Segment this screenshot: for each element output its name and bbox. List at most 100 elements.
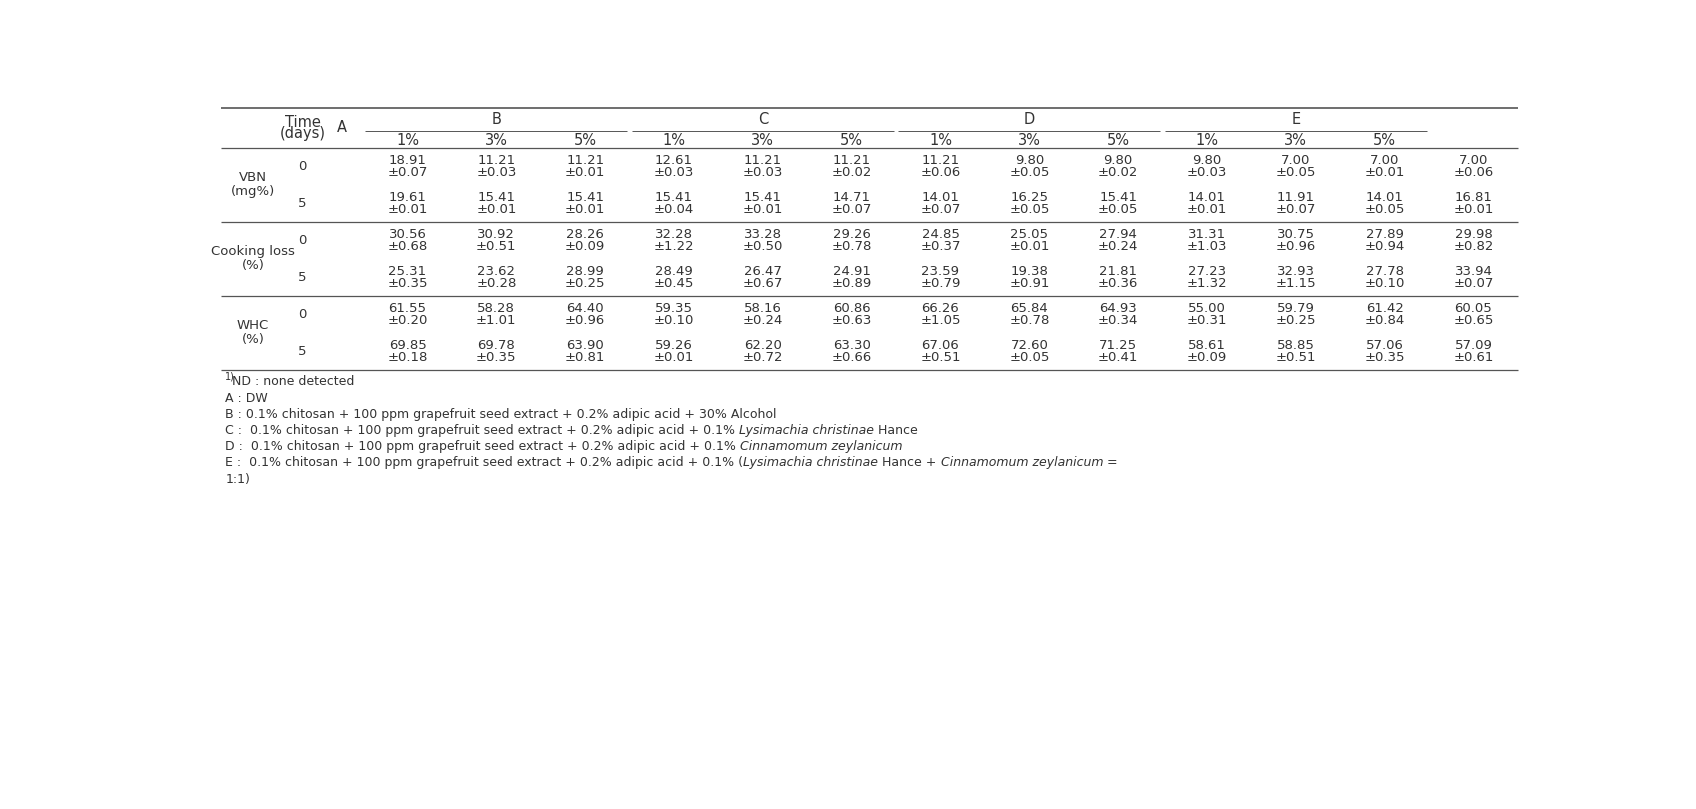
Text: ±0.10: ±0.10 [655,314,694,327]
Text: ±1.15: ±1.15 [1275,277,1316,290]
Text: ±1.03: ±1.03 [1187,240,1228,253]
Text: 16.25: 16.25 [1011,191,1048,204]
Text: 30.92: 30.92 [478,227,516,240]
Text: ±0.07: ±0.07 [1453,277,1494,290]
Text: ±0.78: ±0.78 [1009,314,1050,327]
Text: 57.09: 57.09 [1455,338,1492,352]
Text: ±0.94: ±0.94 [1365,240,1404,253]
Text: (mg%): (mg%) [231,185,275,198]
Text: (%): (%) [241,259,265,272]
Text: 5: 5 [298,197,307,210]
Text: 0: 0 [298,307,307,320]
Text: 60.05: 60.05 [1455,302,1492,315]
Text: ±0.66: ±0.66 [831,351,872,364]
Text: ±0.79: ±0.79 [921,277,960,290]
Text: 23.59: 23.59 [921,265,960,277]
Text: C :  0.1% chitosan + 100 ppm grapefruit seed extract + 0.2% adipic acid + 0.1%: C : 0.1% chitosan + 100 ppm grapefruit s… [226,424,739,437]
Text: ±0.45: ±0.45 [655,277,694,290]
Text: 33.94: 33.94 [1455,265,1492,277]
Text: 15.41: 15.41 [745,191,782,204]
Text: Cooking loss: Cooking loss [210,245,295,258]
Text: 7.00: 7.00 [1459,154,1487,167]
Text: 3%: 3% [485,133,507,148]
Text: 16.81: 16.81 [1455,191,1492,204]
Text: 14.01: 14.01 [921,191,960,204]
Text: ±0.28: ±0.28 [477,277,517,290]
Text: 7.00: 7.00 [1280,154,1311,167]
Text: ±0.01: ±0.01 [1187,203,1228,216]
Text: 63.90: 63.90 [566,338,604,352]
Text: ±0.18: ±0.18 [387,351,427,364]
Text: 29.26: 29.26 [833,227,870,240]
Text: ±0.02: ±0.02 [1097,166,1138,179]
Text: (%): (%) [241,333,265,346]
Text: E :  0.1% chitosan + 100 ppm grapefruit seed extract + 0.2% adipic acid + 0.1% (: E : 0.1% chitosan + 100 ppm grapefruit s… [226,456,743,469]
Text: 30.75: 30.75 [1277,227,1314,240]
Text: 9.80: 9.80 [1014,154,1045,167]
Text: 14.01: 14.01 [1365,191,1404,204]
Text: 23.62: 23.62 [477,265,516,277]
Text: ±0.72: ±0.72 [743,351,784,364]
Text: D :  0.1% chitosan + 100 ppm grapefruit seed extract + 0.2% adipic acid + 0.1%: D : 0.1% chitosan + 100 ppm grapefruit s… [226,440,739,453]
Text: =: = [1102,456,1118,469]
Text: Hance: Hance [873,424,918,437]
Text: ±0.96: ±0.96 [1275,240,1316,253]
Text: ±0.03: ±0.03 [743,166,784,179]
Text: 24.85: 24.85 [921,227,960,240]
Text: 9.80: 9.80 [1192,154,1221,167]
Text: 5%: 5% [573,133,597,148]
Text: ±0.07: ±0.07 [921,203,960,216]
Text: 3%: 3% [1284,133,1308,148]
Text: ±0.51: ±0.51 [477,240,517,253]
Text: 72.60: 72.60 [1011,338,1048,352]
Text: ±0.34: ±0.34 [1097,314,1138,327]
Text: ±0.03: ±0.03 [477,166,517,179]
Text: Cinnamomum zeylanicum: Cinnamomum zeylanicum [739,440,902,453]
Text: 18.91: 18.91 [388,154,426,167]
Text: ±0.35: ±0.35 [477,351,517,364]
Text: E: E [1291,112,1301,127]
Text: 1): 1) [226,372,236,382]
Text: 11.21: 11.21 [833,154,870,167]
Text: 71.25: 71.25 [1099,338,1138,352]
Text: 5%: 5% [1374,133,1396,148]
Text: ±0.03: ±0.03 [655,166,694,179]
Text: 24.91: 24.91 [833,265,870,277]
Text: 28.49: 28.49 [655,265,694,277]
Text: ±0.05: ±0.05 [1009,351,1050,364]
Text: 32.28: 32.28 [655,227,694,240]
Text: A: A [338,121,346,135]
Text: 69.78: 69.78 [478,338,516,352]
Text: ND : none detected: ND : none detected [232,375,354,388]
Text: ±0.96: ±0.96 [565,314,605,327]
Text: C: C [758,112,768,127]
Text: ±0.37: ±0.37 [921,240,960,253]
Text: 11.21: 11.21 [745,154,782,167]
Text: ±0.91: ±0.91 [1009,277,1050,290]
Text: 1%: 1% [397,133,419,148]
Text: 27.78: 27.78 [1365,265,1404,277]
Text: 11.91: 11.91 [1277,191,1314,204]
Text: ±0.36: ±0.36 [1097,277,1138,290]
Text: B : 0.1% chitosan + 100 ppm grapefruit seed extract + 0.2% adipic acid + 30% Alc: B : 0.1% chitosan + 100 ppm grapefruit s… [226,408,777,421]
Text: ±0.05: ±0.05 [1009,166,1050,179]
Text: Lysimachia christinae: Lysimachia christinae [743,456,879,469]
Text: 0: 0 [298,234,307,247]
Text: ±0.81: ±0.81 [565,351,605,364]
Text: 64.40: 64.40 [566,302,604,315]
Text: Cinnamomum zeylanicum: Cinnamomum zeylanicum [941,456,1102,469]
Text: 1%: 1% [663,133,685,148]
Text: 61.55: 61.55 [388,302,426,315]
Text: 11.21: 11.21 [566,154,604,167]
Text: 58.61: 58.61 [1187,338,1226,352]
Text: 33.28: 33.28 [745,227,782,240]
Text: 9.80: 9.80 [1104,154,1133,167]
Text: ±0.01: ±0.01 [565,203,605,216]
Text: 5: 5 [298,271,307,284]
Text: ±0.07: ±0.07 [387,166,427,179]
Text: A : DW: A : DW [226,392,268,404]
Text: 59.79: 59.79 [1277,302,1314,315]
Text: ±0.09: ±0.09 [565,240,605,253]
Text: 19.38: 19.38 [1011,265,1048,277]
Text: 59.35: 59.35 [655,302,694,315]
